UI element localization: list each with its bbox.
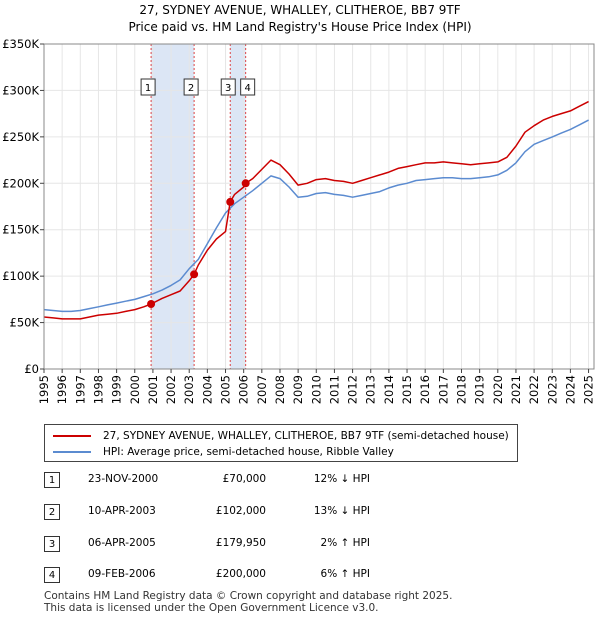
x-tick-label: 2001	[146, 375, 160, 404]
x-tick-label: 2019	[473, 375, 487, 404]
sale-number-badge: 1	[44, 472, 60, 488]
legend-swatch-property	[53, 435, 91, 437]
x-tick-label: 2023	[545, 375, 559, 404]
y-tick-label: £0	[24, 362, 39, 376]
sale-row: 4 09-FEB-2006 £200,000 6% ↑ HPI	[44, 567, 404, 585]
plot-frame	[43, 43, 595, 370]
x-tick-label: 2024	[563, 375, 577, 404]
sale-hpi-diff: 13% ↓ HPI	[313, 505, 370, 517]
x-tick-label: 2012	[346, 375, 360, 404]
sale-label: 2	[188, 83, 194, 94]
x-tick-label: 2000	[128, 375, 142, 404]
sale-number-badge: 2	[44, 504, 60, 520]
x-tick-label: 1999	[110, 375, 124, 404]
x-tick-label: 1998	[91, 375, 105, 404]
sale-point	[190, 270, 199, 279]
x-tick-label: 2004	[200, 375, 214, 404]
footer-line-1: Contains HM Land Registry data © Crown c…	[44, 590, 453, 602]
sale-date: 09-FEB-2006	[88, 568, 156, 580]
x-tick-label: 2009	[291, 375, 305, 404]
sale-price: £179,950	[215, 537, 266, 549]
sale-point	[241, 179, 250, 188]
sale-point	[226, 197, 235, 206]
sale-point	[147, 300, 156, 308]
footer-attribution: Contains HM Land Registry data © Crown c…	[44, 590, 452, 614]
y-tick-label: £350K	[2, 37, 39, 51]
x-tick-label: 2007	[255, 375, 269, 404]
x-tick-label: 2013	[364, 375, 378, 404]
sale-row: 3 06-APR-2005 £179,950 2% ↑ HPI	[44, 536, 404, 554]
x-tick-label: 1996	[55, 375, 69, 404]
footer-line-2: This data is licensed under the Open Gov…	[44, 602, 379, 614]
sale-date: 10-APR-2003	[88, 505, 156, 517]
sale-date: 23-NOV-2000	[88, 473, 159, 485]
y-tick-label: £300K	[2, 83, 39, 97]
sale-label: 3	[225, 83, 231, 94]
x-tick-label: 2003	[182, 375, 196, 404]
sale-hpi-diff: 12% ↓ HPI	[313, 473, 370, 485]
x-tick-label: 2017	[436, 375, 450, 404]
legend-item-property: 27, SYDNEY AVENUE, WHALLEY, CLITHEROE, B…	[53, 428, 509, 444]
legend-swatch-hpi	[53, 451, 91, 453]
legend: 27, SYDNEY AVENUE, WHALLEY, CLITHEROE, B…	[44, 424, 518, 462]
chart-title: 27, SYDNEY AVENUE, WHALLEY, CLITHEROE, B…	[0, 2, 600, 36]
sale-label-box	[140, 78, 156, 96]
sale-label-box	[240, 78, 256, 96]
price-chart: 1 2 3 4 £0 £50K £100K £150K £200K £250K £300K £350K…	[2, 37, 596, 404]
x-tick-label: 2018	[454, 375, 468, 404]
sale-hpi-diff: 6% ↑ HPI	[320, 568, 370, 580]
sale-price: £102,000	[215, 505, 266, 517]
sale-price: £70,000	[222, 473, 266, 485]
x-tick-label: 2008	[273, 375, 287, 404]
chart-title-line-2: Price paid vs. HM Land Registry's House …	[128, 20, 472, 34]
x-tick-label: 2022	[527, 375, 541, 404]
sale-number-badge: 3	[44, 536, 60, 552]
y-tick-label: £250K	[2, 130, 39, 144]
x-tick-label: 2006	[237, 375, 251, 404]
sale-number-badge: 4	[44, 567, 60, 583]
shaded-period	[230, 44, 246, 369]
x-tick-label: 2015	[400, 375, 414, 404]
legend-label-hpi: HPI: Average price, semi-detached house,…	[103, 446, 394, 458]
sale-date: 06-APR-2005	[88, 537, 156, 549]
hpi-line	[43, 119, 589, 313]
x-tick-label: 2014	[382, 375, 396, 404]
sale-price: £200,000	[215, 568, 266, 580]
y-tick-label: £200K	[2, 176, 39, 190]
sale-label-box	[220, 78, 236, 96]
y-tick-label: £150K	[2, 223, 39, 237]
x-tick-label: 2010	[309, 375, 323, 404]
x-tick-label: 2016	[418, 375, 432, 404]
sale-row: 1 23-NOV-2000 £70,000 12% ↓ HPI	[44, 472, 404, 490]
x-tick-label: 2020	[491, 375, 505, 404]
chart-title-line-1: 27, SYDNEY AVENUE, WHALLEY, CLITHEROE, B…	[139, 3, 461, 17]
sale-hpi-diff: 2% ↑ HPI	[320, 537, 370, 549]
x-tick-label: 2011	[327, 375, 341, 404]
x-tick-label: 2025	[582, 375, 596, 404]
y-tick-label: £50K	[10, 316, 40, 330]
x-tick-label: 2002	[164, 375, 178, 404]
sale-row: 2 10-APR-2003 £102,000 13% ↓ HPI	[44, 504, 404, 522]
legend-label-property: 27, SYDNEY AVENUE, WHALLEY, CLITHEROE, B…	[103, 430, 509, 442]
y-tick-label: £100K	[2, 269, 39, 283]
sale-label: 1	[145, 83, 151, 94]
x-tick-label: 1997	[73, 375, 87, 404]
sale-label: 4	[244, 83, 250, 94]
x-tick-label: 2021	[509, 375, 523, 404]
property-price-line	[43, 100, 589, 320]
x-tick-label: 2005	[219, 375, 233, 404]
x-tick-label: 1995	[37, 375, 51, 404]
shaded-period	[151, 44, 195, 369]
sale-label-box	[183, 78, 199, 96]
legend-item-hpi: HPI: Average price, semi-detached house,…	[53, 444, 394, 460]
